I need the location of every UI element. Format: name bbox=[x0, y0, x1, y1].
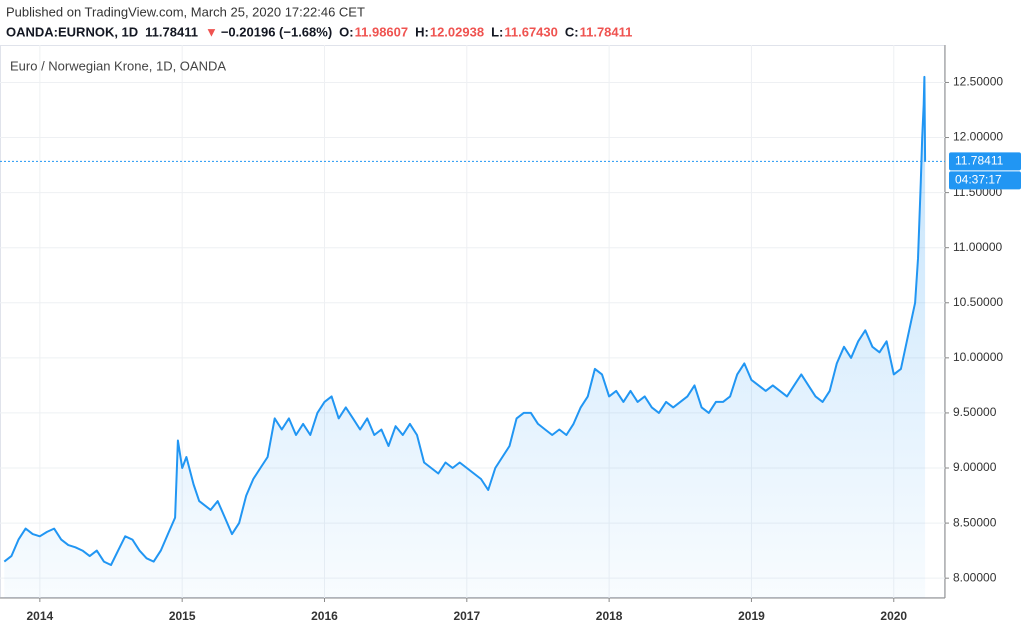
x-tick-label: 2017 bbox=[453, 609, 480, 623]
y-tick-label: 10.50000 bbox=[953, 295, 1003, 309]
header-o-label: O: bbox=[339, 24, 353, 39]
chart-title: Euro / Norwegian Krone, 1D, OANDA bbox=[10, 58, 226, 73]
header-h-label: H: bbox=[415, 24, 429, 39]
y-tick-label: 8.00000 bbox=[953, 570, 997, 584]
countdown-badge bbox=[949, 171, 1021, 190]
x-tick-label: 2014 bbox=[26, 609, 53, 623]
header-c: 11.78411 bbox=[580, 24, 633, 39]
header-c-label: C: bbox=[565, 24, 579, 39]
y-tick-label: 12.50000 bbox=[953, 75, 1003, 89]
header-l-label: L: bbox=[491, 24, 503, 39]
x-tick-label: 2020 bbox=[880, 609, 907, 623]
header-symbol: OANDA:EURNOK, 1D bbox=[6, 24, 138, 39]
y-tick-label: 8.50000 bbox=[953, 515, 997, 529]
x-tick-label: 2016 bbox=[311, 609, 338, 623]
header-change: −0.20196 (−1.68%) bbox=[221, 24, 332, 39]
y-tick-label: 9.00000 bbox=[953, 460, 997, 474]
header-last: 11.78411 bbox=[145, 24, 198, 39]
x-tick-label: 2018 bbox=[596, 609, 623, 623]
x-tick-label: 2015 bbox=[169, 609, 196, 623]
y-tick-label: 12.00000 bbox=[953, 130, 1003, 144]
area-fill bbox=[4, 76, 926, 598]
last-price-label: 11.78411 bbox=[955, 153, 1004, 167]
y-tick-label: 10.00000 bbox=[953, 350, 1003, 364]
published: Published on TradingView.com, March 25, … bbox=[6, 4, 365, 19]
countdown-label: 04:37:17 bbox=[955, 172, 1002, 186]
header-h: 12.02938 bbox=[430, 24, 484, 39]
header-arrow: ▼ bbox=[205, 24, 218, 39]
last-price-badge bbox=[949, 152, 1021, 171]
price-line bbox=[3, 75, 927, 566]
header-l: 11.67430 bbox=[504, 24, 558, 39]
x-tick-label: 2019 bbox=[738, 609, 765, 623]
y-tick-label: 9.50000 bbox=[953, 405, 997, 419]
y-tick-label: 11.00000 bbox=[953, 240, 1002, 254]
header-o: 11.98607 bbox=[355, 24, 409, 39]
